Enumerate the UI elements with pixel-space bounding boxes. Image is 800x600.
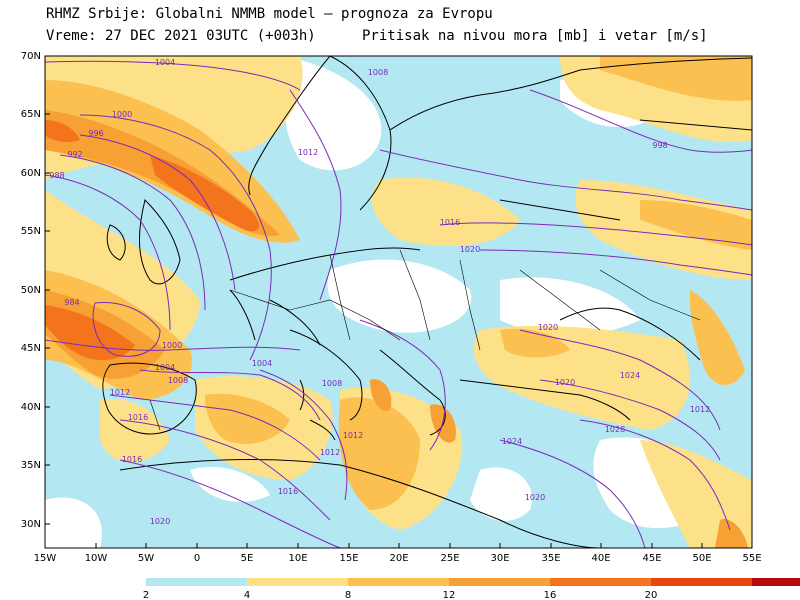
lon-tick-label: 0	[194, 553, 200, 564]
lat-tick-label: 70N	[21, 51, 41, 62]
isobar-label: 1012	[690, 405, 710, 414]
country-borders	[149, 249, 701, 431]
lon-tick-label: 10W	[85, 553, 108, 564]
isobar-label: 1004	[155, 363, 175, 372]
lat-tick-label: 60N	[21, 168, 41, 179]
lat-tick-label: 45N	[21, 343, 41, 354]
isobar-label: 1024	[502, 437, 522, 446]
isobar-label: 1008	[168, 376, 188, 385]
lon-tick-label: 5W	[138, 553, 154, 564]
forecast-time: Vreme: 27 DEC 2021 03UTC (+003h)	[46, 28, 316, 44]
isobar-label: 1028	[605, 425, 625, 434]
lon-tick-label: 50E	[692, 553, 711, 564]
isobar-label: 1016	[122, 455, 142, 464]
lon-tick-label: 55E	[742, 553, 761, 564]
map-title: RHMZ Srbije: Globalni NMMB model — progn…	[46, 6, 493, 22]
legend-label: 12	[443, 590, 456, 600]
legend-label: 2	[143, 590, 149, 600]
legend-swatch	[651, 578, 752, 586]
legend-swatch	[550, 578, 651, 586]
isobar-label: 1024	[620, 371, 640, 380]
lon-tick-label: 35E	[541, 553, 560, 564]
lon-tick-label: 15E	[339, 553, 358, 564]
isobar-label: 1000	[162, 341, 182, 350]
isobar-label: 1012	[110, 388, 130, 397]
lat-tick-label: 50N	[21, 285, 41, 296]
lat-tick-label: 35N	[21, 460, 41, 471]
legend-swatch	[752, 578, 800, 586]
legend-label: 8	[345, 590, 351, 600]
lat-tick-label: 30N	[21, 519, 41, 530]
isobar-label: 1000	[112, 110, 132, 119]
isobar-label: 1012	[298, 148, 318, 157]
isobar-label: 984	[64, 298, 79, 307]
isobar-label: 1008	[368, 68, 388, 77]
legend-swatch	[146, 578, 247, 586]
lon-tick-label: 25E	[440, 553, 459, 564]
isobar-labels: 1004 1000 996 992 988 1012 1008 1016 1020 998 984 1…	[49, 58, 710, 526]
legend-label: 20	[645, 590, 658, 600]
lon-tick-label: 40E	[591, 553, 610, 564]
isobar-label: 1016	[440, 218, 460, 227]
isobar-label: 1004	[252, 359, 272, 368]
legend-swatch	[449, 578, 550, 586]
legend-swatch	[348, 578, 449, 586]
isobar-label: 1016	[128, 413, 148, 422]
lon-tick-label: 15W	[34, 553, 57, 564]
isobar-label: 1004	[155, 58, 175, 67]
coastlines	[102, 56, 752, 548]
isobar-label: 1020	[555, 378, 575, 387]
isobar-label: 1020	[525, 493, 545, 502]
isobar-label: 1016	[278, 487, 298, 496]
lat-tick-label: 55N	[21, 226, 41, 237]
legend-swatch	[247, 578, 348, 586]
lon-tick-label: 10E	[288, 553, 307, 564]
field-description: Pritisak na nivou mora [mb] i vetar [m/s…	[362, 28, 708, 44]
wind-16-20-areas	[45, 120, 260, 361]
isobars	[45, 60, 752, 548]
isobar-label: 1008	[322, 379, 342, 388]
isobar-label: 1020	[538, 323, 558, 332]
isobar-label: 1020	[460, 245, 480, 254]
lat-tick-label: 65N	[21, 109, 41, 120]
isobar-label: 1012	[343, 431, 363, 440]
lon-tick-label: 5E	[241, 553, 254, 564]
isobar-label: 1012	[320, 448, 340, 457]
isobar-label: 988	[49, 171, 64, 180]
lat-tick-label: 40N	[21, 402, 41, 413]
isobar-label: 996	[88, 129, 103, 138]
isobar-label: 998	[652, 141, 667, 150]
lon-tick-label: 30E	[490, 553, 509, 564]
isobar-label: 992	[67, 150, 82, 159]
latitude-axis: 70N 65N 60N 55N 50N 45N 40N 35N 30N	[21, 51, 50, 530]
legend-label: 4	[244, 590, 250, 600]
legend-label: 16	[544, 590, 557, 600]
isobar-label: 1020	[150, 517, 170, 526]
longitude-axis: 15W 10W 5W 0 5E 10E 15E 20E 25E 30E 35E 40E 45E 50E 55…	[34, 543, 762, 564]
lon-tick-label: 20E	[389, 553, 408, 564]
lon-tick-label: 45E	[642, 553, 661, 564]
wind-speed-legend: 2 4 8 12 16 20	[143, 578, 800, 600]
